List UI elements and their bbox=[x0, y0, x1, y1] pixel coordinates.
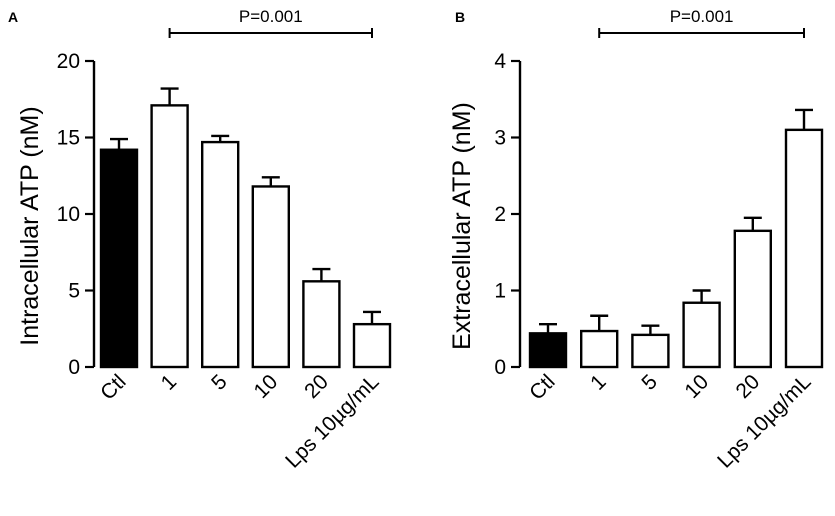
y-tick-label: 1 bbox=[494, 280, 506, 303]
panel-letter: B bbox=[455, 9, 465, 25]
significance-label: P=0.001 bbox=[239, 7, 303, 26]
y-tick-label: 3 bbox=[494, 127, 506, 150]
bar-ctl bbox=[99, 148, 139, 369]
x-tick-label: 5 bbox=[637, 370, 662, 395]
x-tick-label: Ctl bbox=[525, 370, 559, 404]
x-tick-label: Lps 10µg/mL bbox=[713, 370, 815, 472]
x-tick-label: 1 bbox=[586, 370, 611, 395]
bar-10 bbox=[682, 301, 721, 369]
bar-1 bbox=[150, 104, 189, 369]
y-tick-label: 0 bbox=[68, 356, 80, 379]
y-tick-label: 4 bbox=[494, 50, 506, 73]
significance-label: P=0.001 bbox=[670, 7, 734, 26]
bar-10 bbox=[251, 185, 291, 369]
bar-5 bbox=[631, 333, 670, 369]
y-tick-label: 15 bbox=[57, 127, 80, 150]
bar-20 bbox=[733, 229, 772, 369]
x-tick-label: 5 bbox=[207, 370, 232, 395]
bar-5 bbox=[200, 140, 240, 369]
bar-lps-10-g-ml bbox=[352, 322, 392, 369]
x-tick-label: Ctl bbox=[96, 370, 130, 404]
x-tick-label: 10 bbox=[250, 370, 283, 403]
bar-20 bbox=[302, 280, 341, 369]
y-tick-label: 0 bbox=[494, 356, 506, 379]
y-tick-label: 20 bbox=[57, 50, 80, 73]
x-tick-label: 20 bbox=[300, 370, 333, 403]
x-tick-label: 1 bbox=[157, 370, 182, 395]
x-tick-label: 10 bbox=[680, 370, 713, 403]
bar-lps-10-g-ml bbox=[784, 128, 824, 369]
bar-ctl bbox=[528, 332, 568, 369]
y-tick-label: 10 bbox=[57, 203, 80, 226]
x-tick-label: Lps 10µg/mL bbox=[281, 370, 383, 472]
panel-letter: A bbox=[8, 9, 18, 25]
x-tick-label: 20 bbox=[732, 370, 765, 403]
panel-b: B 0 1 2 3 4 Extracellular ATP (nM) Ctl 1 5 10 20Lps… bbox=[448, 7, 824, 473]
y-axis-title: Extracellular ATP (nM) bbox=[448, 102, 476, 350]
y-axis-title: Intracellular ATP (nM) bbox=[16, 106, 44, 345]
y-tick-label: 5 bbox=[68, 280, 80, 303]
y-tick-label: 2 bbox=[494, 203, 506, 226]
bar-1 bbox=[580, 329, 619, 369]
